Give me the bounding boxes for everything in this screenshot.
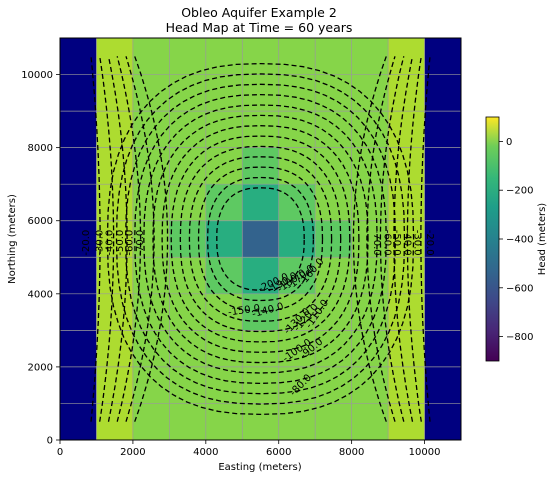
heatmap-cell: [388, 367, 425, 404]
y-axis-label: Northing (meters): [7, 194, 18, 284]
heatmap-cell: [242, 184, 279, 221]
heatmap-cell: [242, 403, 279, 440]
heatmap-cell: [352, 38, 389, 75]
heatmap-cell: [60, 367, 97, 404]
heatmap-cell: [169, 403, 206, 440]
heatmap-cell: [169, 38, 206, 75]
heatmap-cell: [315, 111, 352, 148]
x-tick-label: 10000: [409, 447, 441, 458]
heatmap-cell: [352, 330, 389, 367]
heatmap-cell: [425, 38, 462, 75]
heatmap-cell: [425, 257, 462, 294]
heatmap-cell: [352, 75, 389, 112]
heatmap-cell: [352, 367, 389, 404]
heatmap-cell: [388, 111, 425, 148]
heatmap-cell: [388, 330, 425, 367]
heatmap-cell: [352, 257, 389, 294]
heatmap-cell: [242, 38, 279, 75]
heatmap-cell: [425, 111, 462, 148]
heatmap-cell: [60, 148, 97, 185]
heatmap-cell: [60, 111, 97, 148]
heatmap-cell: [60, 294, 97, 331]
contour-label: -20.0: [81, 230, 92, 256]
heatmap-cell: [169, 367, 206, 404]
contour-label: -40.0: [401, 230, 412, 256]
x-tick-label: 6000: [266, 447, 291, 458]
heatmap-cell: [315, 75, 352, 112]
heatmap-cell: [60, 257, 97, 294]
heatmap-cell: [279, 148, 316, 185]
heatmap-cell: [96, 148, 133, 185]
heatmap-cell: [425, 367, 462, 404]
heatmap-cell: [315, 367, 352, 404]
heatmap-cell: [315, 38, 352, 75]
heatmap-cell: [169, 148, 206, 185]
contour-label: -30.0: [411, 230, 422, 256]
heatmap-cell: [425, 75, 462, 112]
y-tick-label: 0: [47, 436, 53, 447]
heatmap-cell: [96, 111, 133, 148]
colorbar-tick-label: −600: [506, 283, 533, 294]
y-tick-label: 4000: [28, 289, 53, 300]
heatmap-cell: [60, 75, 97, 112]
heatmap-cell: [96, 330, 133, 367]
x-axis: 0 2000 4000 6000 8000 10000: [57, 440, 441, 458]
heatmap-cell: [315, 403, 352, 440]
heatmap-cell: [352, 403, 389, 440]
y-tick-label: 6000: [28, 216, 53, 227]
x-tick-label: 0: [57, 447, 63, 458]
heatmap-cell: [279, 221, 316, 258]
heatmap-cell: [388, 75, 425, 112]
y-tick-label: 10000: [21, 70, 53, 81]
heatmap-cell: [425, 184, 462, 221]
x-tick-label: 8000: [339, 447, 364, 458]
heatmap-cell: [425, 330, 462, 367]
x-axis-label: Easting (meters): [218, 462, 301, 473]
heatmap-cell: [60, 403, 97, 440]
heatmap-cell: [60, 38, 97, 75]
heatmap-cell: [279, 38, 316, 75]
heatmap-cell: [425, 148, 462, 185]
y-tick-label: 8000: [28, 143, 53, 154]
colorbar-tick-label: 0: [506, 137, 512, 148]
heatmap-cell: [315, 221, 352, 258]
heatmap-cell: [425, 403, 462, 440]
colorbar-tick-label: −400: [506, 235, 533, 246]
heatmap-cell: [60, 184, 97, 221]
heatmap-cell: [133, 38, 170, 75]
contour-label: -60.0: [381, 230, 392, 256]
heatmap-cell: [96, 257, 133, 294]
y-tick-label: 2000: [28, 362, 53, 373]
heatmap-cell: [133, 75, 170, 112]
heatmap-cell: [279, 184, 316, 221]
heatmap-cell: [60, 330, 97, 367]
heatmap-cell: [279, 403, 316, 440]
colorbar-ticks: 0 −200 −400 −600 −800: [499, 137, 533, 343]
heatmap-cell: [388, 294, 425, 331]
contour-label: -70.0: [135, 230, 146, 256]
contour-label: -20.0: [424, 230, 435, 256]
colorbar-label: Head (meters): [537, 203, 548, 276]
colorbar-tick-label: −200: [506, 186, 533, 197]
contour-label: -70.0: [371, 230, 382, 256]
heatmap-cell: [242, 111, 279, 148]
heatmap-cell: [206, 403, 243, 440]
heatmap-cell: [206, 148, 243, 185]
contour-label: -60.0: [124, 230, 135, 256]
chart-subtitle: Head Map at Time = 60 years: [166, 20, 353, 35]
heatmap-cell: [206, 38, 243, 75]
colorbar: [486, 117, 499, 361]
chart-title: Obleo Aquifer Example 2: [181, 5, 337, 20]
heatmap-cell: [169, 221, 206, 258]
heatmap-cell: [242, 221, 279, 258]
colorbar-tick-label: −800: [506, 332, 533, 343]
contour-label: -50.0: [391, 230, 402, 256]
x-tick-label: 4000: [193, 447, 218, 458]
x-tick-label: 2000: [120, 447, 145, 458]
heatmap-cell: [133, 403, 170, 440]
y-axis: 0 2000 4000 6000 8000 10000: [21, 70, 60, 446]
heatmap-cell: [206, 221, 243, 258]
heatmap-cell: [425, 294, 462, 331]
